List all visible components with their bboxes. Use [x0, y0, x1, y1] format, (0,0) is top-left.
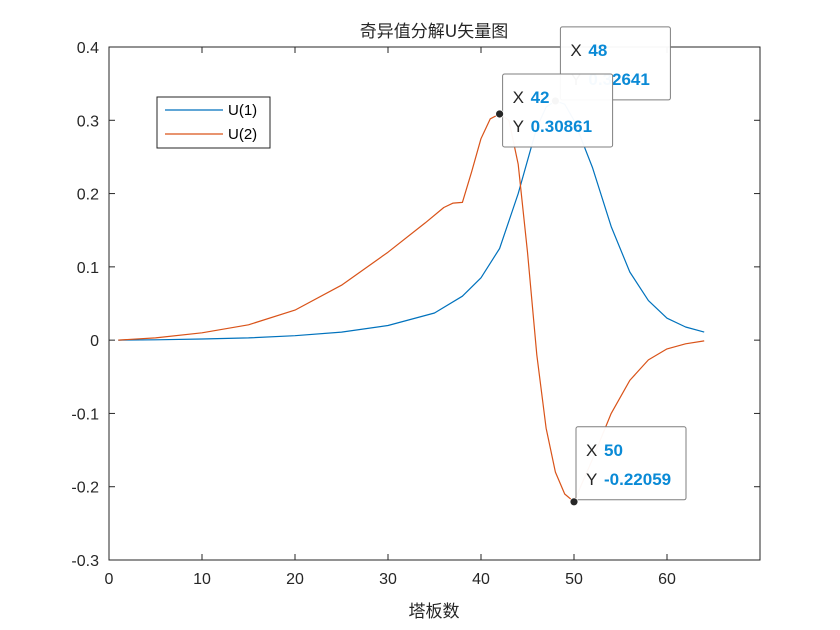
x-tick-label: 40 — [472, 571, 490, 588]
datatip-x-key: X — [513, 88, 524, 107]
x-axis-label: 塔板数 — [409, 602, 460, 622]
y-tick-label: 0.3 — [77, 113, 99, 130]
datatip[interactable]: X 42 Y 0.30861 — [495, 73, 614, 148]
datatip-y-value: -0.22059 — [604, 470, 671, 489]
datatip-x-key: X — [570, 41, 581, 60]
datatip-y-key: Y — [513, 117, 524, 136]
legend-label-u2: U(2) — [228, 126, 257, 143]
x-tick-label: 20 — [286, 571, 304, 588]
axis-ticks: 0 10 20 30 40 50 60 -0.3 -0.2 -0.1 0 0.1 0.2 0.3 0.4 — [71, 40, 760, 588]
x-tick-label: 10 — [193, 571, 211, 588]
chart-title: 奇异值分解U矢量图 — [360, 22, 508, 42]
datatip-y-key: Y — [586, 470, 597, 489]
datatip-x-value: 42 — [531, 88, 550, 107]
legend-box — [156, 96, 271, 149]
datatip-box — [502, 73, 614, 148]
series-line-u1 — [118, 100, 705, 341]
x-tick-label: 60 — [658, 571, 676, 588]
datatip-x-value: 50 — [604, 441, 623, 460]
legend[interactable]: U(1) U(2) — [156, 96, 271, 149]
datatip[interactable]: X 50 Y -0.22059 — [569, 426, 687, 507]
x-tick-label: 50 — [565, 571, 583, 588]
datatip-y-value: 0.30861 — [531, 117, 592, 136]
y-tick-label: 0.2 — [77, 187, 99, 204]
y-tick-label: 0 — [90, 333, 99, 350]
y-tick-label: -0.3 — [71, 553, 99, 570]
datatip-marker[interactable] — [569, 497, 579, 507]
y-tick-label: 0.4 — [77, 40, 99, 57]
datatip-x-key: X — [586, 441, 597, 460]
datatip-marker[interactable] — [495, 109, 505, 119]
legend-label-u1: U(1) — [228, 102, 257, 119]
x-tick-label: 30 — [379, 571, 397, 588]
y-tick-label: 0.1 — [77, 260, 99, 277]
y-tick-label: -0.1 — [71, 406, 99, 423]
x-tick-label: 0 — [105, 571, 114, 588]
datatip-box — [575, 426, 687, 501]
y-tick-label: -0.2 — [71, 480, 99, 497]
datatip-x-value: 48 — [588, 41, 607, 60]
